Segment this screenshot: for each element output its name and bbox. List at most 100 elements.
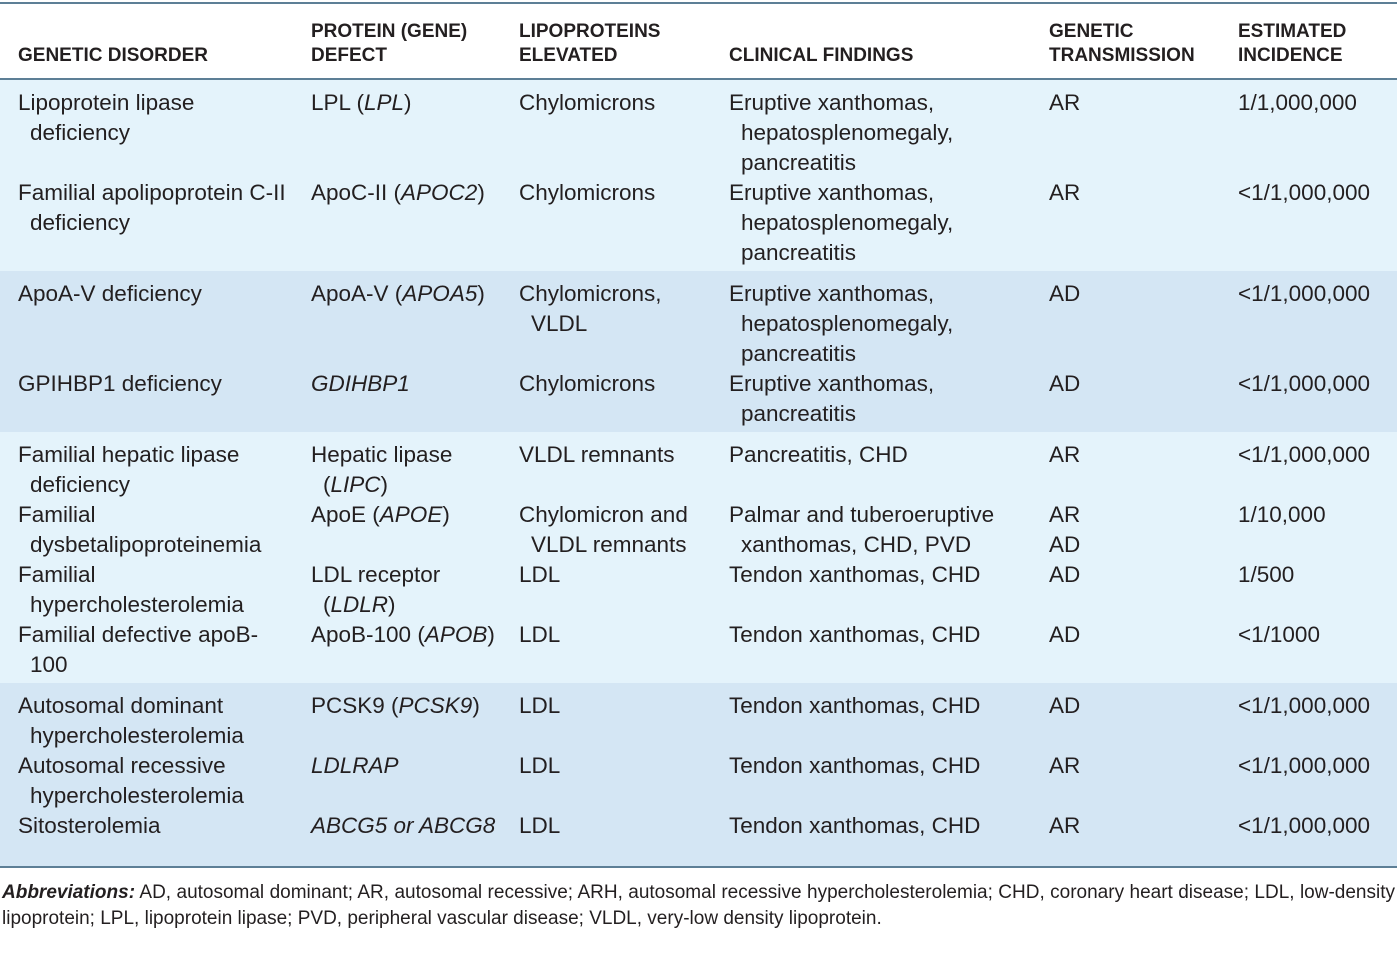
table-cell: Lipoprotein lipase deficiency	[0, 79, 305, 178]
table-cell: LDL	[513, 560, 723, 620]
footnote-label: Abbreviations:	[2, 882, 136, 903]
row-group: Autosomal dominant hypercholesterolemia P…	[0, 683, 1397, 867]
table-cell: <1/1,000,000	[1232, 178, 1397, 271]
table-cell: Autosomal recessive hypercholesterolemia	[0, 751, 305, 811]
table-cell: AR	[1043, 811, 1232, 867]
table-cell: <1/1,000,000	[1232, 683, 1397, 751]
table-cell: LPL (LPL)	[305, 79, 513, 178]
table-row: Autosomal recessive hypercholesterolemia…	[0, 751, 1397, 811]
table-cell: AD	[1043, 271, 1232, 369]
table-cell: Tendon xanthomas, CHD	[723, 560, 1043, 620]
table-cell: LDL	[513, 683, 723, 751]
table-cell: Chylomicrons	[513, 369, 723, 432]
cell-text: LPL (	[311, 90, 364, 115]
table-cell: Eruptive xanthomas, hepatosplenomegaly, …	[723, 79, 1043, 178]
table-cell: 1/10,000	[1232, 500, 1397, 560]
table-cell: Familial hypercholesterolemia	[0, 560, 305, 620]
table-cell: <1/1,000,000	[1232, 271, 1397, 369]
table-cell: Tendon xanthomas, CHD	[723, 620, 1043, 683]
table-cell: ApoA-V deficiency	[0, 271, 305, 369]
table-cell: Chylomicrons	[513, 79, 723, 178]
cell-text: )	[388, 592, 396, 617]
lipid-disorders-table: GENETIC DISORDER PROTEIN (GENE) DEFECT LIP…	[0, 2, 1397, 868]
column-header: CLINICAL FINDINGS	[723, 2, 1043, 80]
table-cell: Eruptive xanthomas, hepatosplenomegaly, …	[723, 178, 1043, 271]
cell-text: LDLRAP	[311, 753, 399, 778]
cell-text: APOE	[379, 502, 443, 527]
cell-text: )	[477, 180, 485, 205]
table-cell: Tendon xanthomas, CHD	[723, 751, 1043, 811]
cell-text: )	[380, 472, 389, 497]
table-cell: Eruptive xanthomas, pancreatitis	[723, 369, 1043, 432]
table-cell: Sitosterolemia	[0, 811, 305, 867]
table-cell: LDL	[513, 620, 723, 683]
cell-text: PCSK9	[398, 693, 473, 718]
cell-text: APOA5	[402, 281, 478, 306]
table-cell: AD	[1043, 620, 1232, 683]
table-cell: Chylomicron and VLDL remnants	[513, 500, 723, 560]
table-cell: ApoB-100 (APOB)	[305, 620, 513, 683]
table-cell: <1/1,000,000	[1232, 369, 1397, 432]
table-cell: AR	[1043, 751, 1232, 811]
cell-line: AD	[1049, 532, 1081, 557]
cell-text: APOC2	[401, 180, 478, 205]
cell-text: Hepatic lipase (	[311, 442, 453, 497]
table-row: Sitosterolemia ABCG5 or ABCG8 LDL Tendon xa…	[0, 811, 1397, 867]
column-header: ESTIMATED INCIDENCE	[1232, 2, 1397, 80]
cell-text: LDL receptor (	[311, 562, 441, 617]
table-cell: <1/1,000,000	[1232, 811, 1397, 867]
table-cell: AR	[1043, 79, 1232, 178]
table-cell: Familial apolipoprotein C-II deficiency	[0, 178, 305, 271]
table-row: Familial defective apoB-100 ApoB-100 (APO…	[0, 620, 1397, 683]
cell-line: AR	[1049, 502, 1081, 527]
table-cell: LDL	[513, 811, 723, 867]
footnote-text: AD, autosomal dominant; AR, autosomal re…	[2, 882, 1395, 929]
table-cell: Tendon xanthomas, CHD	[723, 811, 1043, 867]
column-header: LIPOPROTEINS ELEVATED	[513, 2, 723, 80]
table-cell: Chylomicrons	[513, 178, 723, 271]
table-cell: Tendon xanthomas, CHD	[723, 683, 1043, 751]
table-row: Familial dysbetalipoproteinemia ApoE (APO…	[0, 500, 1397, 560]
table-row: Autosomal dominant hypercholesterolemia P…	[0, 683, 1397, 751]
cell-text: LDLR	[330, 592, 389, 617]
table-cell: AD	[1043, 369, 1232, 432]
table-cell: AR	[1043, 178, 1232, 271]
cell-text: )	[404, 90, 412, 115]
table-cell: Autosomal dominant hypercholesterolemia	[0, 683, 305, 751]
footnote: Abbreviations: AD, autosomal dominant; A…	[2, 880, 1395, 932]
cell-text: ABCG5 or ABCG8	[311, 813, 496, 838]
table-cell: ApoC-II (APOC2)	[305, 178, 513, 271]
cell-text: ApoE (	[311, 502, 380, 527]
table-row: Lipoprotein lipase deficiency LPL (LPL) Ch…	[0, 79, 1397, 178]
table-cell: AR	[1043, 432, 1232, 500]
table-row: Familial hypercholesterolemia LDL recepto…	[0, 560, 1397, 620]
table-cell: Familial hepatic lipase deficiency	[0, 432, 305, 500]
table-cell: ABCG5 or ABCG8	[305, 811, 513, 867]
table-cell: AD	[1043, 560, 1232, 620]
table-cell: Eruptive xanthomas, hepatosplenomegaly, …	[723, 271, 1043, 369]
table-cell: VLDL remnants	[513, 432, 723, 500]
table-cell: <1/1,000,000	[1232, 751, 1397, 811]
cell-text: )	[442, 502, 450, 527]
table-cell: Familial defective apoB-100	[0, 620, 305, 683]
table-cell: <1/1,000,000	[1232, 432, 1397, 500]
table-row: Familial apolipoprotein C-II deficiency A…	[0, 178, 1397, 271]
table-cell: Chylomicrons, VLDL	[513, 271, 723, 369]
table-cell: AD	[1043, 683, 1232, 751]
row-group: Familial hepatic lipase deficiency Hepati…	[0, 432, 1397, 683]
table-cell: Hepatic lipase (LIPC)	[305, 432, 513, 500]
table-cell: Pancreatitis, CHD	[723, 432, 1043, 500]
table-cell: Familial dysbetalipoproteinemia	[0, 500, 305, 560]
column-header: PROTEIN (GENE) DEFECT	[305, 2, 513, 80]
cell-text: )	[487, 622, 495, 647]
table-cell: ApoE (APOE)	[305, 500, 513, 560]
table-cell: ApoA-V (APOA5)	[305, 271, 513, 369]
cell-text: ApoB-100 (	[311, 622, 425, 647]
table-row: ApoA-V deficiency ApoA-V (APOA5) Chylomicr…	[0, 271, 1397, 369]
table-row: GPIHBP1 deficiency GDIHBP1 Chylomicrons Eru…	[0, 369, 1397, 432]
table-cell: 1/1,000,000	[1232, 79, 1397, 178]
table-cell: PCSK9 (PCSK9)	[305, 683, 513, 751]
cell-text: )	[477, 281, 485, 306]
cell-text: PCSK9 (	[311, 693, 399, 718]
